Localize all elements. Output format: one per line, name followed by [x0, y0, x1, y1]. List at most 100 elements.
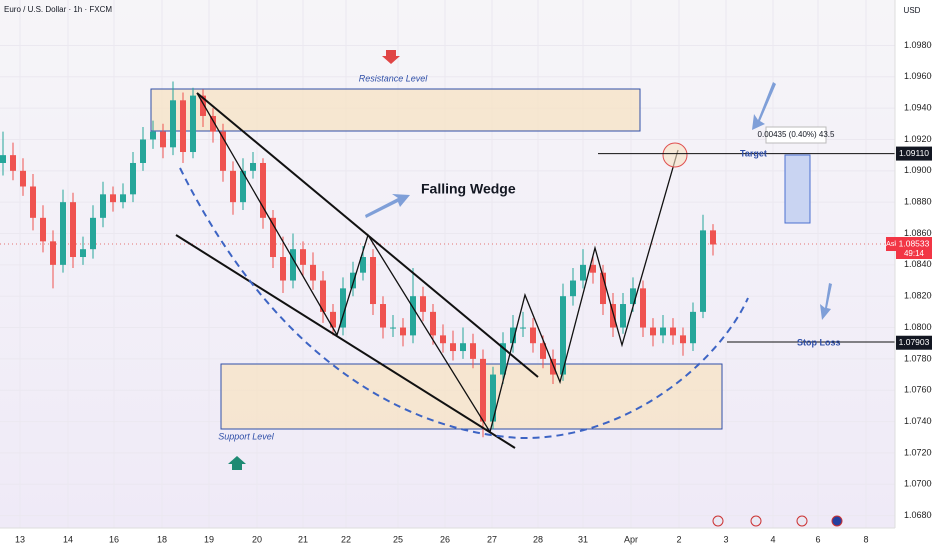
- candle-body: [400, 327, 406, 336]
- x-tick-label: 31: [578, 534, 588, 544]
- currency: USD: [904, 6, 921, 15]
- y-tick-label: 1.08000: [904, 322, 932, 332]
- event-icon: [712, 515, 724, 527]
- candle-body: [220, 131, 226, 171]
- down-arrow: [382, 50, 400, 64]
- x-tick-label: 18: [157, 534, 167, 544]
- support-label: Support Level: [218, 431, 275, 441]
- event-icon: [831, 515, 843, 527]
- candle-body: [690, 311, 696, 344]
- y-tick-label: 1.07800: [904, 353, 932, 363]
- candle-body: [190, 95, 196, 153]
- candle-body: [480, 358, 486, 422]
- candle-body: [450, 343, 456, 352]
- candle-body: [280, 257, 286, 281]
- stop-label: Stop Loss: [797, 337, 841, 347]
- candle-body: [560, 296, 566, 375]
- plot-background: [0, 0, 895, 528]
- support-zone: [220, 363, 723, 430]
- x-tick-label: 13: [15, 534, 25, 544]
- candle-body: [630, 288, 636, 305]
- candle-body: [230, 170, 236, 203]
- event-icon: [796, 515, 808, 527]
- y-tick-label: 1.09400: [904, 103, 932, 113]
- candle-body: [250, 162, 256, 171]
- pattern-label: Falling Wedge: [421, 181, 516, 197]
- x-tick-label: 20: [252, 534, 262, 544]
- chart-title: Euro / U.S. Dollar · 1h · FXCM: [4, 5, 112, 14]
- pointer-arrow: [820, 283, 832, 320]
- candle-body: [600, 272, 606, 305]
- x-tick-label: 27: [487, 534, 497, 544]
- stop-tag: [896, 335, 932, 350]
- x-tick-label: 21: [298, 534, 308, 544]
- candle-body: [470, 343, 476, 359]
- candle-body: [420, 296, 426, 312]
- candle-body: [430, 311, 436, 336]
- x-tick-label: 3: [723, 534, 728, 544]
- pointer-arrow: [365, 194, 410, 218]
- x-tick-label: 19: [204, 534, 214, 544]
- resistance-label: Resistance Level: [359, 73, 429, 83]
- x-tick-label: 22: [341, 534, 351, 544]
- up-arrow: [228, 456, 246, 470]
- candle-body: [370, 257, 376, 305]
- candle-body: [70, 202, 76, 258]
- x-tick-label: 25: [393, 534, 403, 544]
- pointer-arrow: [752, 82, 776, 130]
- candle-body: [380, 304, 386, 328]
- candle-body: [350, 272, 356, 289]
- y-tick-label: 1.07000: [904, 479, 932, 489]
- candle-body: [130, 162, 136, 195]
- x-tick-label: 16: [109, 534, 119, 544]
- candle-body: [30, 186, 36, 218]
- candle-body: [310, 264, 316, 281]
- candle-body: [510, 327, 516, 344]
- x-tick-label: 2: [676, 534, 681, 544]
- candle-body: [320, 280, 326, 312]
- stop-price: 1.07903: [899, 337, 930, 347]
- wedge-lower: [175, 234, 516, 449]
- event-icon: [750, 515, 762, 527]
- candle-body: [500, 343, 506, 375]
- candle-body: [0, 155, 6, 163]
- candle-body: [300, 249, 306, 265]
- candle-body: [240, 170, 246, 203]
- ask-label-box: [886, 237, 898, 252]
- candle-body: [160, 131, 166, 148]
- drawings: [175, 92, 895, 449]
- target-price: 1.09110: [899, 148, 929, 158]
- x-tick-label: 26: [440, 534, 450, 544]
- x-tick-label: 6: [815, 534, 820, 544]
- candle-body: [650, 327, 656, 336]
- candle-body: [60, 202, 66, 265]
- ask-price: 1.08533: [899, 238, 930, 248]
- y-tick-label: 1.09600: [904, 71, 932, 81]
- y-tick-label: 1.09200: [904, 134, 932, 144]
- measure-box: [784, 154, 811, 224]
- candle-body: [270, 217, 276, 258]
- candle-body: [390, 327, 396, 329]
- candle-body: [680, 335, 686, 344]
- ask-tag: [896, 237, 932, 260]
- x-tick-label: 4: [770, 534, 775, 544]
- candle-body: [530, 327, 536, 344]
- candle-body: [340, 288, 346, 328]
- candle-body: [490, 374, 496, 422]
- x-tick-label: 14: [63, 534, 73, 544]
- candle-body: [170, 100, 176, 148]
- candle-body: [180, 100, 186, 153]
- measure-label-box: [765, 126, 827, 144]
- candle-body: [700, 230, 706, 312]
- event-icons: [712, 515, 843, 527]
- y-tick-label: 1.08600: [904, 228, 932, 238]
- y-tick-label: 1.08800: [904, 197, 932, 207]
- candle-body: [20, 170, 26, 187]
- y-tick-label: 1.07400: [904, 416, 932, 426]
- x-tick-label: Apr: [624, 534, 638, 544]
- candle-body: [580, 264, 586, 281]
- price-axis: [895, 0, 932, 550]
- y-tick-label: 1.08200: [904, 291, 932, 301]
